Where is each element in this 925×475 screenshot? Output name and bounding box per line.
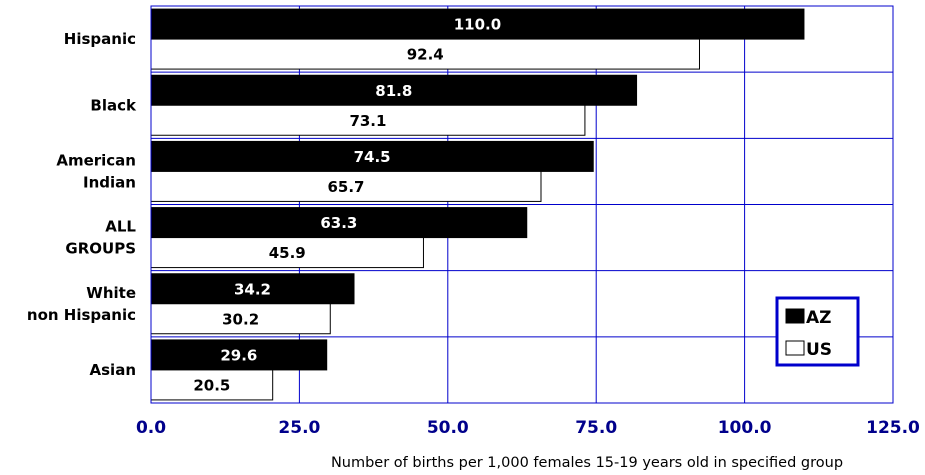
legend-label-az: AZ [806, 308, 831, 328]
x-tick-label: 50.0 [427, 418, 469, 438]
data-label-az: 63.3 [320, 214, 357, 232]
grid [151, 6, 893, 403]
x-tick-label: 75.0 [575, 418, 617, 438]
data-label-us: 65.7 [327, 178, 364, 196]
legend-swatch-az [785, 308, 805, 324]
category-label: Indian [83, 173, 136, 191]
bar-az [150, 8, 805, 40]
legend-swatch-us [785, 340, 805, 356]
category-label: Black [90, 96, 137, 114]
category-label: American [56, 151, 136, 169]
bar-az [150, 207, 528, 239]
bar-us [150, 237, 424, 269]
category-label: White [86, 284, 136, 302]
x-tick-label: 0.0 [136, 418, 166, 438]
plot-border [150, 5, 894, 404]
bar-us [150, 369, 274, 401]
bar-us [150, 303, 331, 335]
x-tick-label: 25.0 [278, 418, 320, 438]
x-tick-labels: 0.0 25.0 50.0 75.0 100.0 125.0 [136, 418, 920, 438]
data-label-az: 74.5 [354, 148, 391, 166]
bar-us [150, 170, 542, 202]
category-labels: Hispanic Black American Indian ALL GROUPS Whit… [27, 30, 137, 379]
data-label-us: 45.9 [269, 244, 306, 262]
bars: 110.0 92.4 81.8 73.1 74.5 65.7 63.3 45.9 34.2 30.… [150, 8, 805, 401]
x-axis-label: Number of births per 1,000 females 15-19… [331, 455, 843, 471]
category-label: GROUPS [65, 240, 136, 258]
category-label: ALL [105, 218, 136, 236]
legend: AZ US [775, 296, 860, 367]
category-label: non Hispanic [27, 306, 136, 324]
x-tick-label: 125.0 [866, 418, 920, 438]
data-label-az: 29.6 [220, 346, 257, 364]
data-label-us: 20.5 [193, 376, 230, 394]
data-label-az: 81.8 [375, 82, 412, 100]
data-label-az: 34.2 [234, 280, 271, 298]
data-label-az: 110.0 [454, 16, 501, 34]
data-label-us: 30.2 [222, 310, 259, 328]
legend-label-us: US [806, 340, 832, 360]
bar-az [150, 74, 638, 106]
category-label: Asian [90, 361, 136, 379]
bar-az [150, 140, 594, 172]
data-label-us: 73.1 [349, 112, 386, 130]
category-label: Hispanic [64, 30, 136, 48]
x-tick-label: 100.0 [718, 418, 772, 438]
bar-az [150, 339, 328, 371]
data-label-us: 92.4 [407, 46, 444, 64]
